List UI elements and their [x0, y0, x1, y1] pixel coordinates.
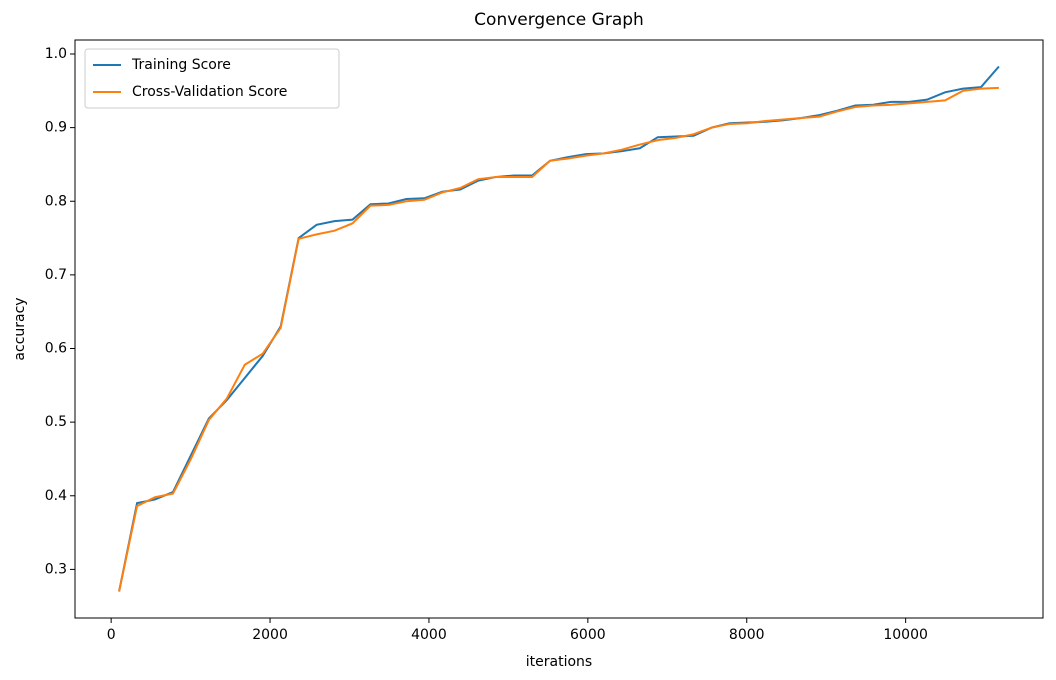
x-tick-label: 4000: [411, 627, 447, 643]
y-axis-label: accuracy: [12, 297, 28, 360]
series-line: [118, 86, 999, 592]
plot-frame: [74, 39, 1044, 619]
y-tick-label: 0.8: [45, 193, 67, 209]
x-tick-label: 0: [107, 627, 116, 643]
y-tick-label: 0.9: [45, 120, 67, 136]
series-line: [118, 65, 1000, 592]
x-axis-label: iterations: [526, 654, 592, 670]
x-tick-label: 8000: [729, 627, 765, 643]
y-tick-label: 1.0: [45, 46, 67, 62]
x-tick-label: 6000: [570, 627, 606, 643]
chart-title: Convergence Graph: [474, 10, 644, 30]
x-tick-label: 10000: [883, 627, 928, 643]
legend-label: Training Score: [131, 57, 231, 73]
y-tick-label: 0.6: [45, 341, 67, 357]
y-tick-label: 0.7: [45, 267, 67, 283]
x-tick-label: 2000: [252, 627, 288, 643]
y-tick-label: 0.4: [45, 488, 67, 504]
legend-label: Cross-Validation Score: [132, 84, 287, 100]
legend-box: [84, 48, 340, 109]
y-tick-label: 0.3: [45, 561, 67, 577]
y-tick-label: 0.5: [45, 414, 67, 430]
